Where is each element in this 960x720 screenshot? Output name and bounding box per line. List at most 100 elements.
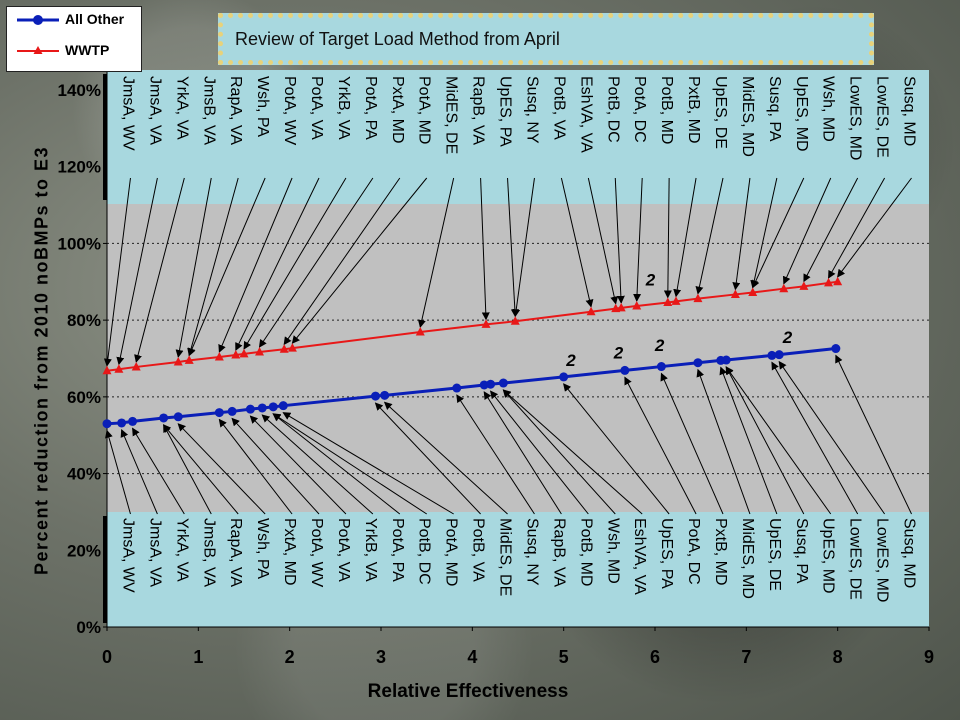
station-label-bottom: PotA, DC: [685, 518, 702, 585]
callout-arrow-bottom: [282, 412, 454, 515]
callout-arrow-top: [480, 177, 490, 321]
callout-arrow-top: [673, 177, 697, 298]
legend-wwtp-label: WWTP: [65, 42, 110, 58]
callout-arrow-bottom: [120, 429, 158, 515]
legend: All Other WWTP: [6, 6, 142, 72]
station-label-bottom: RapB, VA: [550, 518, 567, 587]
callout-arrow-bottom: [725, 366, 805, 515]
callout-arrow-top: [782, 177, 832, 285]
callout-arrow-bottom: [218, 418, 293, 515]
x-tick-label: 1: [193, 647, 203, 667]
data-point-all-other: [278, 401, 288, 411]
top-label-bar: [103, 74, 107, 200]
legend-all-other-label: All Other: [65, 11, 125, 27]
x-tick-label: 4: [467, 647, 477, 667]
callout-arrow-bottom: [660, 372, 724, 515]
station-label-bottom: Wsh, MD: [604, 518, 621, 584]
bottom-label-bar: [103, 516, 107, 623]
data-point-all-other: [774, 350, 784, 360]
callout-arrow-bottom: [502, 389, 616, 515]
station-label-top: Susq, NY: [523, 76, 540, 144]
data-point-wwtp: [131, 361, 141, 371]
station-label-bottom: UpES, MD: [820, 518, 837, 594]
station-label-bottom: Susq, MD: [901, 518, 918, 588]
callout-arrow-top: [663, 177, 672, 299]
station-label-bottom: UpES, PA: [658, 518, 675, 589]
x-tick-label: 9: [924, 647, 934, 667]
top-label-panel: [107, 70, 929, 204]
legend-all-other-marker: [33, 15, 43, 25]
y-tick-label: 140%: [58, 81, 101, 100]
station-label-bottom: PxtA, MD: [281, 518, 298, 586]
y-tick-label: 40%: [67, 465, 101, 484]
data-point-wwtp: [799, 281, 809, 290]
callout-arrow-top: [695, 177, 724, 295]
station-label-bottom: MidES, DE: [497, 518, 514, 596]
station-label-bottom: PxtB, MD: [712, 518, 729, 586]
data-point-all-other: [693, 358, 703, 368]
x-tick-label: 7: [741, 647, 751, 667]
station-label-top: LowES, DE: [874, 76, 891, 158]
data-point-wwtp: [632, 300, 642, 310]
callout-arrow-bottom: [771, 361, 859, 515]
station-label-top: PotA, WV: [281, 76, 298, 146]
data-point-wwtp: [184, 355, 194, 364]
data-point-all-other: [227, 406, 237, 416]
callout-arrow-bottom: [272, 413, 428, 515]
duplicate-count-annotation: 2: [654, 336, 665, 355]
station-label-top: JmsA, VA: [146, 76, 163, 145]
station-label-top: PotB, DC: [604, 76, 621, 143]
callout-arrow-bottom: [374, 402, 481, 515]
y-tick-label: 80%: [67, 311, 101, 330]
duplicate-count-annotation: 2: [565, 351, 576, 370]
x-tick-label: 5: [559, 647, 569, 667]
station-label-bottom: JmsB, VA: [200, 518, 217, 587]
callout-arrow-top: [512, 177, 535, 318]
data-point-all-other: [371, 391, 381, 401]
data-point-wwtp: [114, 364, 124, 373]
callout-arrow-bottom: [483, 391, 562, 515]
callout-arrow-bottom: [696, 368, 751, 515]
callout-arrow-bottom: [231, 417, 320, 515]
callout-arrow-bottom: [162, 424, 239, 515]
station-label-top: PotA, VA: [308, 76, 325, 140]
callout-arrow-bottom: [502, 389, 643, 515]
data-point-all-other: [721, 355, 731, 365]
station-label-top: Susq, MD: [901, 76, 918, 146]
data-point-all-other: [245, 404, 255, 414]
data-point-all-other: [452, 383, 462, 393]
station-label-bottom: PotA, MD: [443, 518, 460, 586]
x-tick-label: 2: [285, 647, 295, 667]
station-label-bottom: JmsA, WV: [119, 518, 136, 593]
data-point-all-other: [767, 350, 777, 360]
data-point-wwtp: [102, 365, 112, 375]
callout-arrow-bottom: [177, 423, 266, 515]
data-point-all-other: [214, 408, 224, 418]
data-point-wwtp: [255, 346, 265, 356]
callout-arrow-top: [175, 177, 212, 358]
callout-arrow-bottom: [249, 415, 347, 515]
data-point-all-other: [486, 379, 496, 389]
duplicate-count-annotation: 2: [782, 328, 793, 347]
station-label-top: YrkA, VA: [173, 76, 190, 140]
callout-arrow-top: [633, 177, 643, 302]
station-label-top: LowES, MD: [847, 76, 864, 160]
station-label-top: Susq, PA: [766, 76, 783, 142]
station-label-bottom: JmsA, VA: [146, 518, 163, 587]
station-label-top: Wsh, MD: [820, 76, 837, 142]
station-label-top: PotB, VA: [550, 76, 567, 140]
callout-arrow-top: [803, 177, 859, 283]
callout-arrow-bottom: [624, 376, 697, 515]
y-tick-label: 60%: [67, 388, 101, 407]
station-label-top: PotA, PA: [362, 76, 379, 140]
callout-arrow-bottom: [719, 366, 778, 515]
data-point-wwtp: [663, 297, 673, 306]
callout-arrow-bottom: [778, 360, 886, 515]
station-label-bottom: PotB, DC: [416, 518, 433, 585]
callout-arrow-top: [188, 177, 266, 357]
y-tick-label: 100%: [58, 234, 101, 253]
callout-arrow-bottom: [383, 401, 508, 515]
station-label-top: YrkB, VA: [335, 76, 352, 140]
data-point-wwtp: [173, 356, 183, 366]
